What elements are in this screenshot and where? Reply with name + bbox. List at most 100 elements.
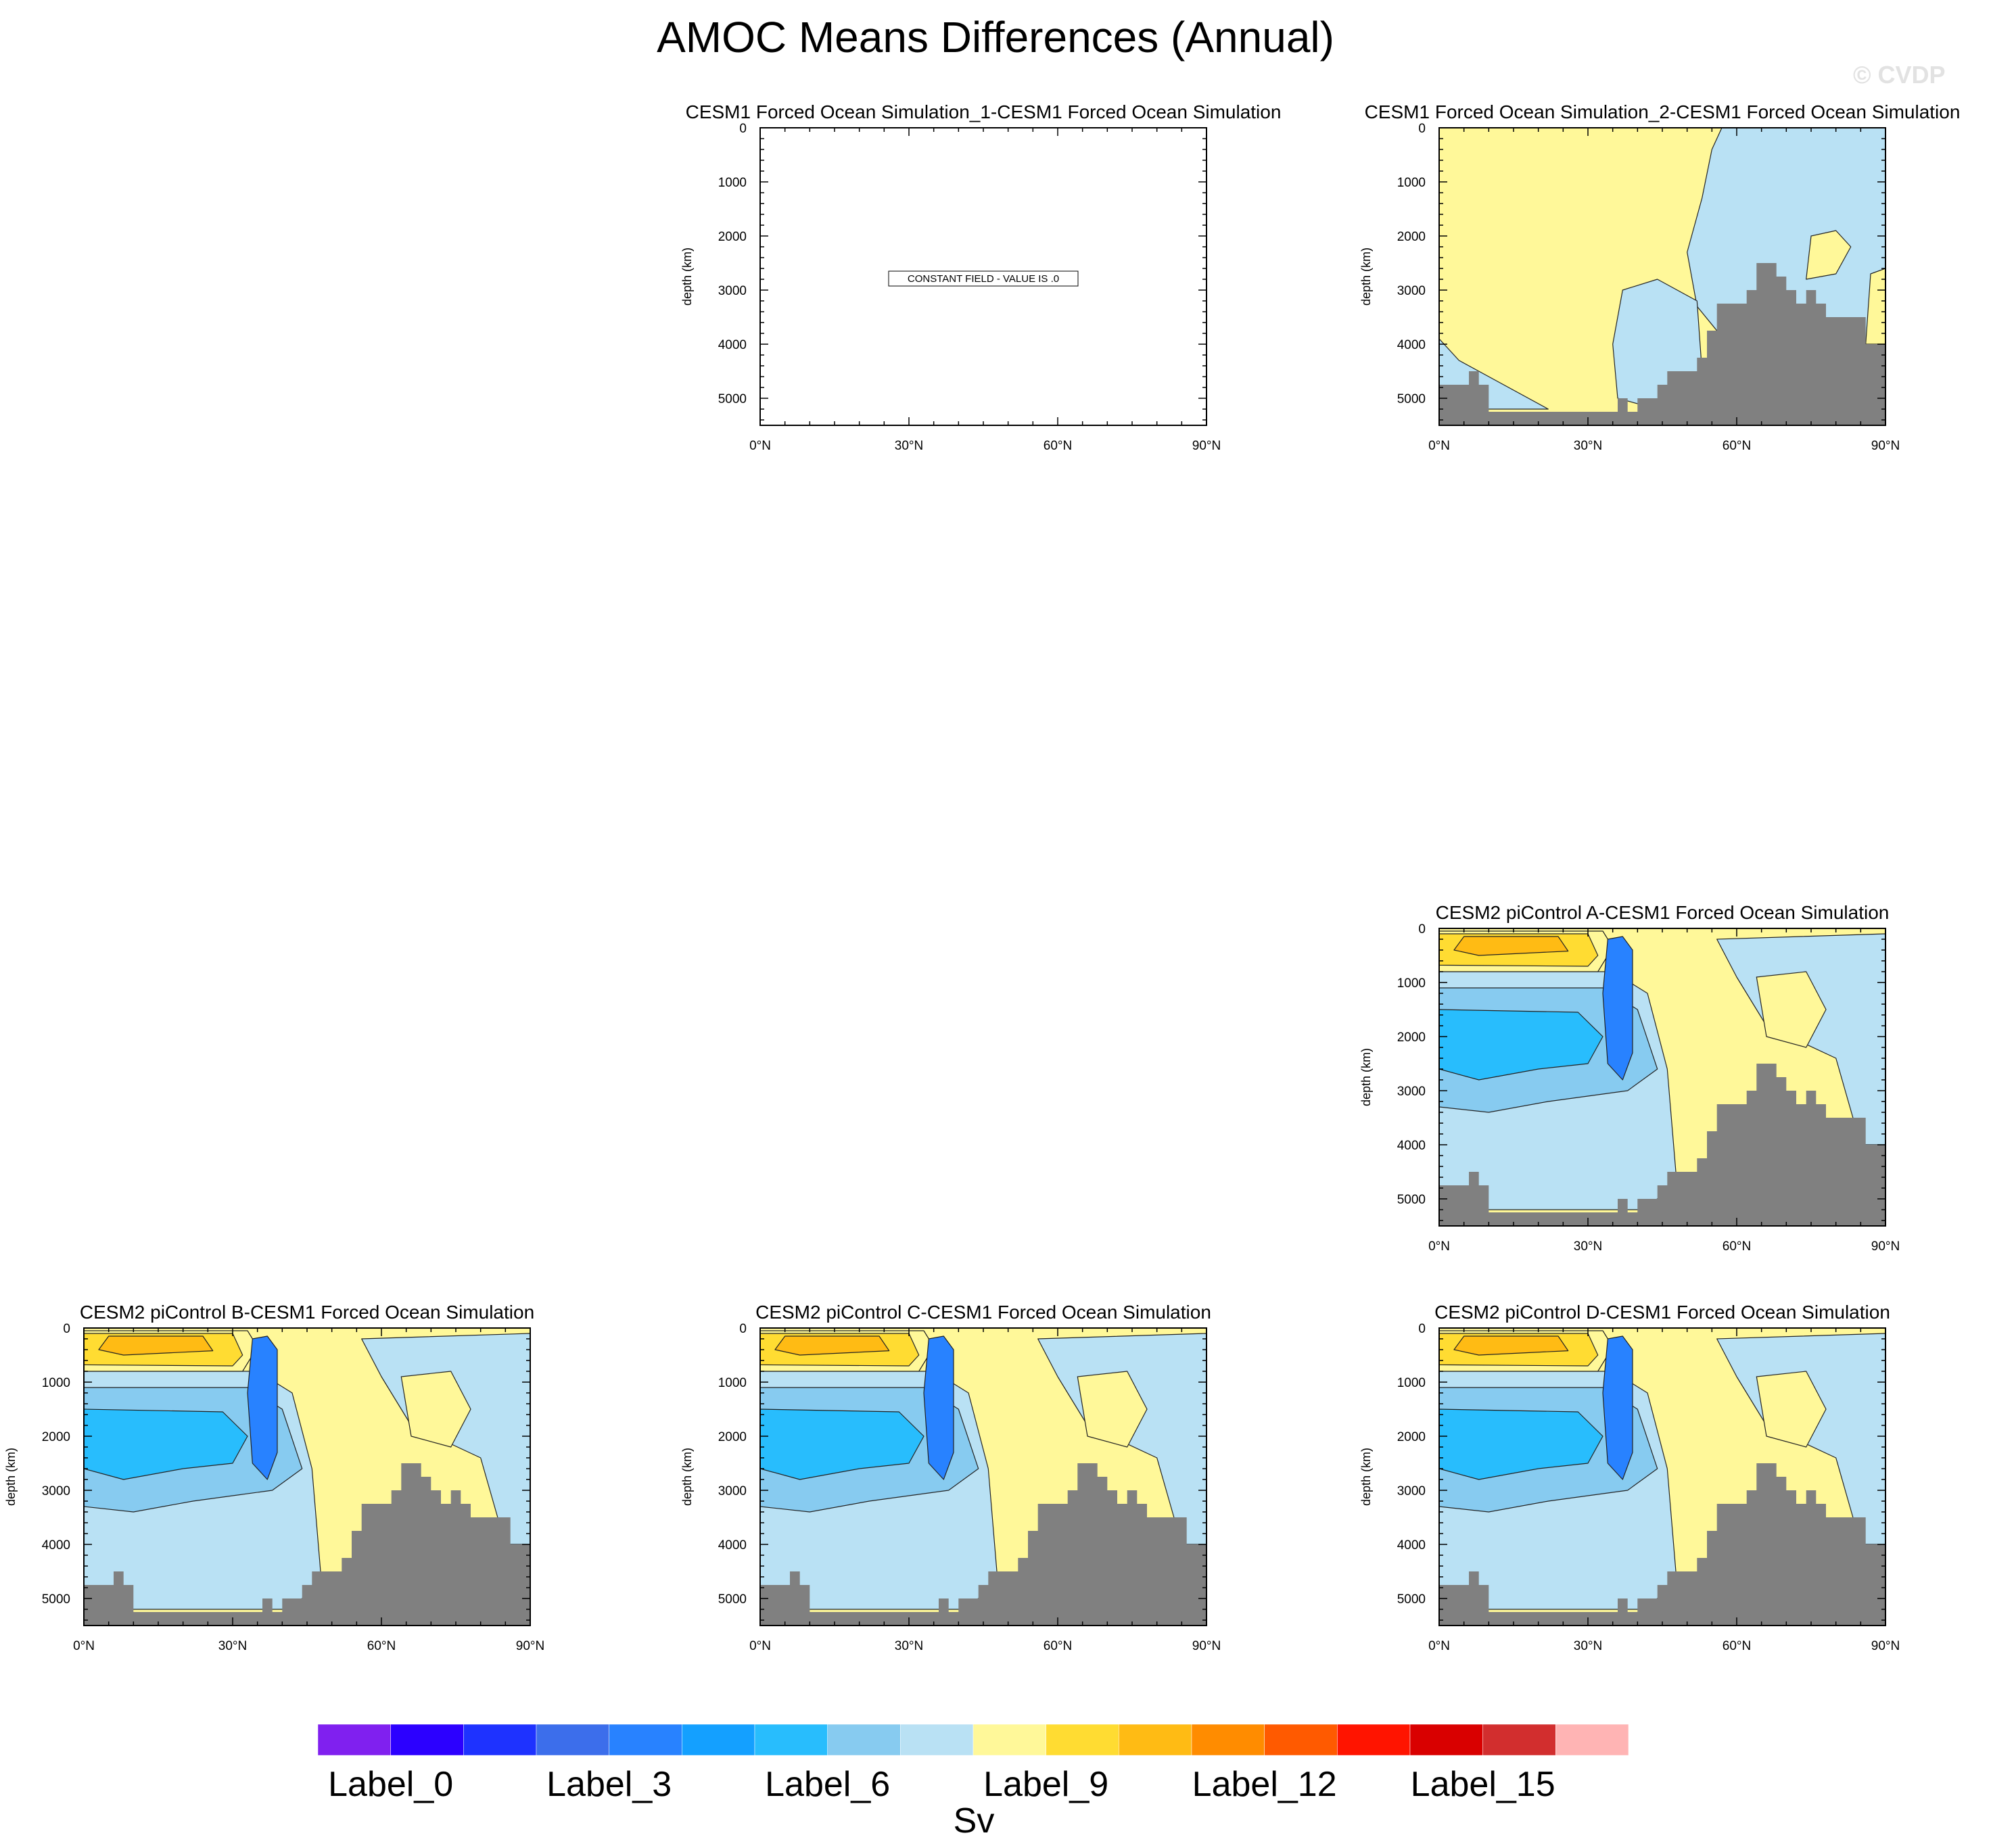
y-axis-label: depth (km)	[680, 247, 694, 306]
field	[1439, 1328, 1885, 1626]
panel-title: CESM2 piControl D-CESM1 Forced Ocean Sim…	[1434, 1302, 1890, 1323]
y-tick-label: 4000	[718, 1538, 747, 1553]
bathymetry-mask	[1439, 263, 1885, 425]
x-tick-label: 60°N	[1723, 1639, 1751, 1653]
field	[1439, 928, 1885, 1226]
x-tick-label: 0°N	[749, 439, 771, 453]
field	[84, 1328, 530, 1626]
colorbar-swatch	[536, 1724, 609, 1756]
y-tick-label: 2000	[718, 230, 747, 244]
colorbar-swatch	[1119, 1724, 1192, 1756]
y-tick-label: 2000	[1397, 1430, 1426, 1444]
watermark: © CVDP	[1853, 61, 1946, 89]
y-tick-label: 5000	[1397, 1193, 1426, 1207]
contour-overturn-cell	[923, 1335, 954, 1480]
bathymetry-mask	[84, 1463, 530, 1626]
panel-5: 0°N 30°N 60°N 90°N 0 1000 2000 3000 4000 5000 dept…	[1359, 1302, 1900, 1653]
x-tick-label: 60°N	[1044, 439, 1072, 453]
y-tick-label: 1000	[42, 1376, 70, 1390]
y-axis-label: depth (km)	[1359, 1048, 1373, 1106]
y-tick-label: 0	[739, 122, 747, 136]
bathymetry-mask	[1439, 1064, 1885, 1226]
y-tick-label: 5000	[718, 1592, 747, 1607]
panel-1: 0°N 30°N 60°N 90°N 0 1000 2000 3000 4000 5000 dept…	[1359, 101, 1960, 453]
colorbar-swatch	[827, 1724, 901, 1756]
x-tick-label: 60°N	[1723, 439, 1751, 453]
colorbar-swatch	[682, 1724, 755, 1756]
contour-upper-orange	[1453, 936, 1569, 956]
contour-north-positive	[400, 1371, 471, 1448]
bathymetry-mask	[1439, 1463, 1885, 1626]
colorbar-swatch	[900, 1724, 974, 1756]
x-tick-label: 90°N	[1871, 1239, 1900, 1254]
y-tick-label: 4000	[1397, 1139, 1426, 1153]
x-tick-label: 90°N	[1871, 1639, 1900, 1653]
x-tick-label: 30°N	[895, 1639, 923, 1653]
contour-positive-ne	[1806, 230, 1852, 280]
contour-overturn-cell	[1602, 936, 1633, 1081]
colorbar-label: Label_6	[765, 1765, 890, 1804]
constant-field-box	[888, 270, 1079, 287]
field	[760, 1328, 1207, 1626]
y-tick-label: 4000	[42, 1538, 70, 1553]
panel-title: CESM2 piControl A-CESM1 Forced Ocean Sim…	[1436, 902, 1890, 923]
colorbar-label: Label_15	[1411, 1765, 1555, 1804]
y-axis-label: depth (km)	[1359, 1448, 1373, 1506]
x-tick-label: 60°N	[1044, 1639, 1072, 1653]
colorbar-label: Label_0	[328, 1765, 453, 1804]
colorbar-label: Label_3	[546, 1765, 672, 1804]
contour-north-positive	[1756, 1371, 1827, 1448]
panel-2: 0°N 30°N 60°N 90°N 0 1000 2000 3000 4000 5000 dept…	[1359, 902, 1900, 1254]
contour-north-positive	[1756, 971, 1827, 1048]
colorbar-units: Sv	[954, 1801, 995, 1841]
y-tick-label: 2000	[1397, 1030, 1426, 1045]
contour-upper-orange	[1453, 1335, 1569, 1356]
field	[1439, 128, 1885, 425]
y-tick-label: 0	[739, 1322, 747, 1336]
colorbar-swatch	[1264, 1724, 1338, 1756]
y-tick-label: 2000	[718, 1430, 747, 1444]
x-tick-label: 90°N	[1871, 439, 1900, 453]
contour-upper-orange	[98, 1335, 214, 1356]
colorbar-swatch	[463, 1724, 537, 1756]
contour-core-negative	[84, 1408, 248, 1480]
y-tick-label: 1000	[1397, 176, 1426, 190]
contour-core-negative	[1439, 1408, 1603, 1480]
x-tick-label: 0°N	[73, 1639, 95, 1653]
y-tick-label: 4000	[718, 338, 747, 352]
y-tick-label: 3000	[718, 284, 747, 298]
x-tick-label: 0°N	[1428, 1239, 1450, 1254]
panel-title: CESM2 piControl C-CESM1 Forced Ocean Sim…	[755, 1302, 1211, 1323]
panel-title: CESM2 piControl B-CESM1 Forced Ocean Sim…	[80, 1302, 534, 1323]
x-tick-label: 90°N	[1192, 1639, 1221, 1653]
x-tick-label: 0°N	[1428, 1639, 1450, 1653]
colorbar-swatch	[1482, 1724, 1556, 1756]
contour-positive-east	[1865, 268, 1885, 345]
colorbar-swatch	[1191, 1724, 1265, 1756]
colorbar-swatch	[390, 1724, 464, 1756]
y-tick-label: 3000	[1397, 1484, 1426, 1498]
panel-4: 0°N 30°N 60°N 90°N 0 1000 2000 3000 4000 5000 dept…	[680, 1302, 1221, 1653]
colorbar-label: Label_12	[1192, 1765, 1337, 1804]
panel-title: CESM1 Forced Ocean Simulation_2-CESM1 Fo…	[1365, 101, 1961, 122]
y-tick-label: 4000	[1397, 338, 1426, 352]
y-tick-label: 3000	[1397, 1085, 1426, 1099]
x-tick-label: 0°N	[1428, 439, 1450, 453]
y-tick-label: 4000	[1397, 1538, 1426, 1553]
contour-north-positive	[1077, 1371, 1148, 1448]
y-tick-label: 3000	[1397, 284, 1426, 298]
colorbar-swatch	[1409, 1724, 1483, 1756]
colorbar-swatch	[1555, 1724, 1629, 1756]
y-tick-label: 0	[63, 1322, 70, 1336]
y-tick-label: 1000	[718, 176, 747, 190]
panel-title: CESM1 Forced Ocean Simulation_1-CESM1 Fo…	[686, 101, 1282, 122]
y-tick-label: 2000	[1397, 230, 1426, 244]
contour-core-negative	[1439, 1009, 1603, 1081]
x-tick-label: 60°N	[367, 1639, 396, 1653]
y-tick-label: 0	[1418, 922, 1426, 937]
x-tick-label: 60°N	[1723, 1239, 1751, 1254]
y-axis-label: depth (km)	[680, 1448, 694, 1506]
contour-overturn-cell	[247, 1335, 278, 1480]
x-tick-label: 30°N	[1574, 439, 1602, 453]
